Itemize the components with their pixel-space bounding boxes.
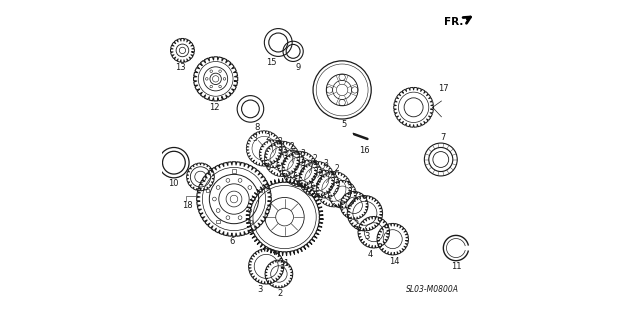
Bar bbox=[216, 220, 220, 223]
Text: 2: 2 bbox=[312, 154, 317, 163]
Text: 3: 3 bbox=[324, 159, 328, 168]
Text: 6: 6 bbox=[230, 237, 235, 246]
Bar bbox=[248, 220, 252, 223]
Text: 7: 7 bbox=[440, 133, 446, 143]
Text: 11: 11 bbox=[451, 262, 462, 271]
Text: SL03-M0800A: SL03-M0800A bbox=[406, 285, 459, 294]
Text: 18: 18 bbox=[182, 201, 193, 210]
Text: 1: 1 bbox=[284, 259, 289, 268]
Text: 2: 2 bbox=[335, 164, 339, 173]
Text: 3: 3 bbox=[253, 134, 258, 144]
Text: 10: 10 bbox=[168, 179, 179, 188]
Text: 12: 12 bbox=[209, 103, 220, 112]
Text: 3: 3 bbox=[364, 233, 369, 241]
Text: 13: 13 bbox=[175, 63, 186, 72]
Text: 17: 17 bbox=[438, 84, 449, 93]
Text: FR.: FR. bbox=[444, 17, 463, 27]
Text: 2: 2 bbox=[266, 133, 270, 143]
Bar bbox=[259, 189, 262, 192]
Text: 2: 2 bbox=[289, 142, 294, 151]
Text: 5: 5 bbox=[341, 120, 346, 129]
Text: 8: 8 bbox=[254, 123, 259, 132]
Text: 4: 4 bbox=[368, 250, 373, 259]
Text: 9: 9 bbox=[295, 63, 301, 72]
Bar bbox=[205, 189, 209, 192]
Text: 14: 14 bbox=[389, 257, 399, 266]
Text: 2: 2 bbox=[353, 220, 358, 229]
Text: 3: 3 bbox=[277, 137, 282, 146]
Text: 16: 16 bbox=[359, 145, 369, 154]
Text: 3: 3 bbox=[257, 285, 262, 294]
Bar bbox=[232, 169, 236, 173]
Text: 2: 2 bbox=[278, 289, 283, 298]
Text: 3: 3 bbox=[301, 149, 306, 158]
Text: 15: 15 bbox=[266, 58, 276, 67]
